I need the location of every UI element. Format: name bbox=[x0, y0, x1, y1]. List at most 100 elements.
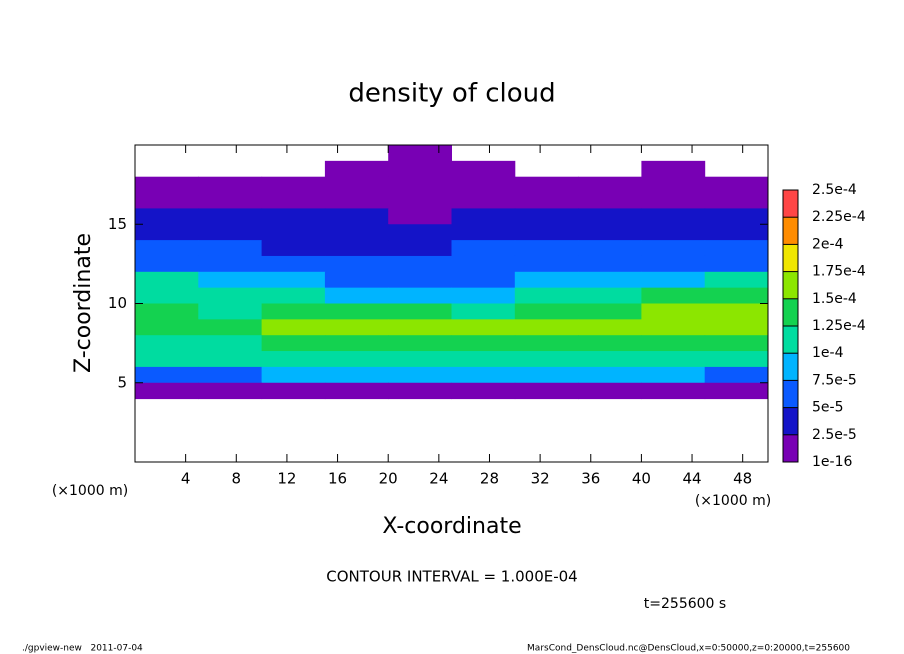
chart-title: density of cloud bbox=[348, 79, 555, 109]
cell bbox=[324, 319, 389, 336]
y-axis-label: Z-coordinate bbox=[71, 233, 96, 373]
cell bbox=[514, 176, 579, 194]
cell bbox=[641, 335, 706, 352]
footer-right: MarsCond_DensCloud.nc@DensCloud,x=0:5000… bbox=[527, 644, 850, 654]
cell bbox=[324, 255, 389, 273]
cell bbox=[261, 303, 326, 320]
colorbar-label: 1.25e-4 bbox=[812, 318, 866, 334]
cell bbox=[388, 319, 452, 336]
cell bbox=[451, 224, 516, 241]
x-tick-label: 24 bbox=[429, 470, 448, 488]
cell bbox=[388, 382, 452, 400]
colorbar-label: 2e-4 bbox=[812, 236, 844, 252]
cell bbox=[578, 240, 642, 257]
cell bbox=[641, 208, 706, 225]
cell bbox=[451, 351, 516, 368]
cell bbox=[641, 240, 706, 257]
cell bbox=[324, 303, 389, 320]
cell bbox=[324, 271, 389, 289]
colorbar-box bbox=[783, 380, 798, 408]
cell bbox=[641, 224, 706, 241]
colorbar-box bbox=[783, 298, 798, 326]
cell bbox=[324, 224, 389, 241]
cell bbox=[324, 366, 389, 384]
x-tick-label: 16 bbox=[328, 470, 347, 488]
cell bbox=[641, 160, 706, 178]
colorbar-box bbox=[783, 326, 798, 354]
cell bbox=[641, 255, 706, 273]
cell bbox=[704, 319, 769, 336]
colorbar-label: 1.75e-4 bbox=[812, 264, 866, 280]
colorbar-label: 2.25e-4 bbox=[812, 209, 866, 225]
cell bbox=[324, 287, 389, 304]
cell bbox=[135, 271, 199, 289]
cell bbox=[388, 240, 452, 257]
cell bbox=[578, 351, 642, 368]
x-tick-label: 4 bbox=[181, 470, 191, 488]
cell bbox=[578, 303, 642, 320]
cell bbox=[451, 192, 516, 209]
x-tick-label: 36 bbox=[581, 470, 600, 488]
colorbar-box bbox=[783, 190, 798, 218]
cell bbox=[324, 335, 389, 352]
cell bbox=[514, 192, 579, 209]
cell bbox=[388, 303, 452, 320]
cell bbox=[514, 351, 579, 368]
cell bbox=[641, 271, 706, 289]
x-tick-label: 40 bbox=[632, 470, 651, 488]
cell bbox=[578, 176, 642, 194]
cell bbox=[641, 176, 706, 194]
cell bbox=[704, 240, 769, 257]
x-axis-label: X-coordinate bbox=[382, 514, 521, 539]
cell bbox=[704, 271, 769, 289]
colorbar-box bbox=[783, 217, 798, 245]
colorbar-box bbox=[783, 271, 798, 299]
cell bbox=[261, 382, 326, 400]
cell bbox=[704, 335, 769, 352]
cell bbox=[261, 240, 326, 257]
cell bbox=[641, 382, 706, 400]
cell bbox=[578, 366, 642, 384]
cell bbox=[451, 160, 516, 178]
cell bbox=[704, 224, 769, 241]
cell bbox=[261, 335, 326, 352]
cell bbox=[388, 351, 452, 368]
cell bbox=[324, 192, 389, 209]
x-tick-label: 48 bbox=[733, 470, 752, 488]
cell bbox=[514, 366, 579, 384]
cell bbox=[704, 351, 769, 368]
cell bbox=[578, 287, 642, 304]
cell bbox=[451, 255, 516, 273]
cell bbox=[135, 192, 199, 209]
y-tick-label: 5 bbox=[117, 373, 127, 391]
cell bbox=[514, 271, 579, 289]
footer-left: ./gpview-new 2011-07-04 bbox=[22, 644, 143, 654]
cell bbox=[198, 224, 263, 241]
cell bbox=[641, 192, 706, 209]
cell bbox=[261, 271, 326, 289]
cell bbox=[578, 255, 642, 273]
cell bbox=[451, 319, 516, 336]
colorbar-label: 5e-5 bbox=[812, 400, 843, 416]
cell bbox=[198, 366, 263, 384]
cell bbox=[135, 382, 199, 400]
cell bbox=[451, 382, 516, 400]
colorbar-label: 1e-4 bbox=[812, 345, 844, 361]
cell bbox=[514, 255, 579, 273]
cell bbox=[388, 335, 452, 352]
cell bbox=[704, 192, 769, 209]
cell bbox=[261, 255, 326, 273]
cell bbox=[388, 208, 452, 225]
cell bbox=[514, 240, 579, 257]
cell bbox=[261, 351, 326, 368]
cell bbox=[514, 287, 579, 304]
cell bbox=[261, 287, 326, 304]
cell bbox=[704, 208, 769, 225]
cell bbox=[704, 382, 769, 400]
cell bbox=[451, 271, 516, 289]
cell bbox=[198, 351, 263, 368]
x-tick-label: 20 bbox=[379, 470, 398, 488]
colorbar-label: 1.5e-4 bbox=[812, 291, 857, 307]
cell bbox=[324, 208, 389, 225]
cell bbox=[198, 382, 263, 400]
